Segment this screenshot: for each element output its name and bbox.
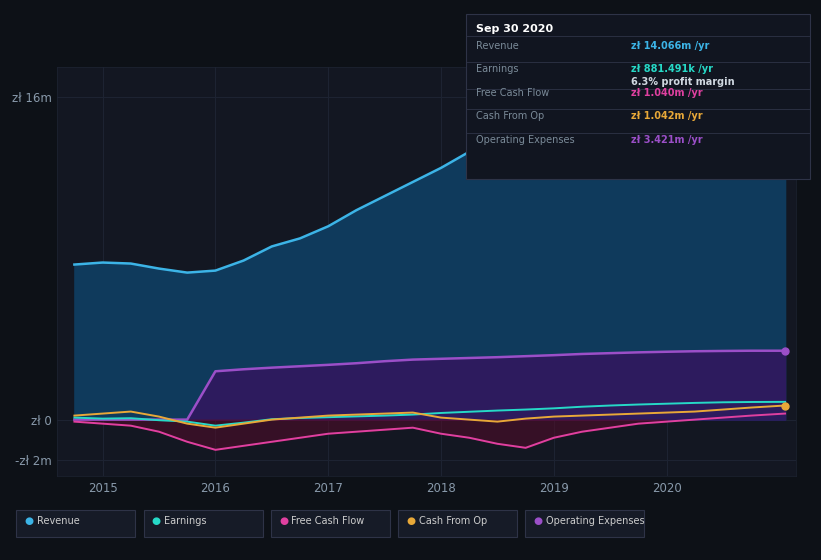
Point [778, 346, 791, 355]
Text: Revenue: Revenue [476, 41, 519, 51]
Text: Earnings: Earnings [164, 516, 207, 526]
Text: Earnings: Earnings [476, 64, 519, 74]
Text: Free Cash Flow: Free Cash Flow [476, 88, 549, 98]
Text: Operating Expenses: Operating Expenses [476, 135, 575, 145]
Point [778, 401, 791, 410]
Text: Cash From Op: Cash From Op [419, 516, 487, 526]
Text: zł 1.042m /yr: zł 1.042m /yr [631, 111, 702, 122]
Text: zł 881.491k /yr: zł 881.491k /yr [631, 64, 713, 74]
Text: 6.3% profit margin: 6.3% profit margin [631, 77, 734, 87]
Text: zł 3.421m /yr: zł 3.421m /yr [631, 135, 702, 145]
Text: ●: ● [25, 516, 34, 526]
Text: zł 14.066m /yr: zł 14.066m /yr [631, 41, 709, 51]
Text: ●: ● [406, 516, 415, 526]
Text: ●: ● [534, 516, 543, 526]
Text: Revenue: Revenue [37, 516, 80, 526]
Text: Operating Expenses: Operating Expenses [546, 516, 644, 526]
Text: ●: ● [279, 516, 288, 526]
Text: ●: ● [152, 516, 161, 526]
Text: Cash From Op: Cash From Op [476, 111, 544, 122]
Text: Sep 30 2020: Sep 30 2020 [476, 24, 553, 34]
Text: Free Cash Flow: Free Cash Flow [291, 516, 365, 526]
Text: zł 1.040m /yr: zł 1.040m /yr [631, 88, 702, 98]
Point [778, 132, 791, 141]
